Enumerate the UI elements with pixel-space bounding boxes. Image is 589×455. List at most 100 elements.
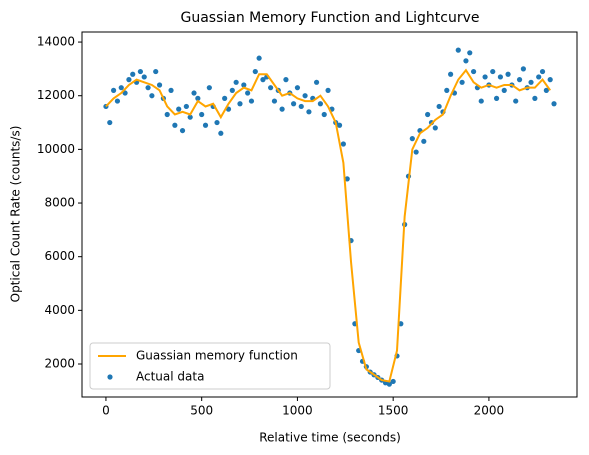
data-point [179,127,186,134]
data-point [493,95,500,102]
data-point [248,98,255,104]
data-point [505,71,511,77]
x-tick-label: 2000 [474,404,505,418]
data-point [256,55,262,61]
data-point [344,176,350,182]
data-point [497,74,504,80]
data-point [271,98,278,104]
y-tick-label: 8000 [44,196,75,210]
x-tick-label: 0 [102,404,110,418]
data-point [444,87,450,93]
data-point [432,125,438,131]
x-tick-label: 1500 [378,404,409,418]
data-point [470,68,477,75]
data-point [463,58,469,64]
data-point [229,87,235,93]
chart-title: Guassian Memory Function and Lightcurve [180,10,479,26]
data-point [118,85,124,91]
data-point [202,122,209,128]
data-point [306,109,312,115]
data-point [237,101,243,107]
data-point [214,119,220,126]
data-point [425,111,431,118]
data-point [551,101,557,107]
data-point [260,77,266,83]
data-point [459,79,465,85]
data-point [516,77,523,83]
data-point [317,101,324,107]
data-point [448,71,454,77]
data-point [520,66,526,72]
data-point [528,79,534,85]
data-point [413,149,419,155]
data-point [467,50,473,56]
data-point [547,77,553,83]
data-point [183,103,189,110]
data-point [409,136,415,142]
data-point [386,381,392,387]
data-point [191,90,197,96]
data-point [199,111,205,118]
data-point [218,130,224,136]
data-point [390,378,396,385]
data-point [176,106,182,112]
data-point [490,68,496,75]
data-point [325,87,331,93]
data-point [298,103,304,110]
data-point [187,114,193,120]
data-point [455,47,461,53]
data-point [283,77,289,83]
data-point [168,87,174,93]
x-tick-label: 1000 [282,404,313,418]
data-point [126,77,132,83]
data-point [340,141,346,147]
plot-frame [81,31,578,398]
data-point [233,79,239,85]
scatter-points [103,47,557,387]
x-tick-label: 500 [190,404,213,418]
data-point [222,95,228,102]
data-point [302,93,308,99]
data-point [195,95,201,102]
legend-box [89,342,331,390]
data-point [137,68,144,75]
data-point [532,95,538,102]
data-point [156,82,163,88]
data-point [294,85,301,91]
data-point [513,98,519,104]
y-axis-label: Optical Count Rate (counts/s) [9,126,23,303]
data-point [145,85,151,91]
data-point [478,98,484,104]
data-point [268,85,274,91]
data-point [245,90,251,96]
data-point [539,68,546,75]
x-axis-label: Relative time (seconds) [259,431,401,445]
legend-label: Actual data [136,370,204,384]
data-point [206,85,212,91]
data-point [436,103,442,110]
data-point [107,119,113,126]
y-tick-label: 12000 [37,88,75,102]
data-point [313,79,320,85]
data-point [153,68,159,75]
data-point [336,122,343,128]
data-point [501,87,507,93]
data-point [141,74,147,80]
data-point [543,87,549,93]
y-tick-label: 14000 [37,35,75,49]
y-tick-label: 10000 [37,142,75,156]
data-point [164,111,170,118]
data-point [241,82,247,88]
data-point [114,98,121,104]
data-point [321,111,327,118]
data-point [290,101,297,107]
y-tick-label: 6000 [44,249,75,263]
legend-label: Guassian memory function [136,349,298,363]
data-point [252,68,258,75]
data-point [421,138,427,144]
data-point [279,106,285,112]
y-tick-label: 4000 [44,303,75,317]
legend-marker [107,374,113,380]
data-point [172,122,178,128]
